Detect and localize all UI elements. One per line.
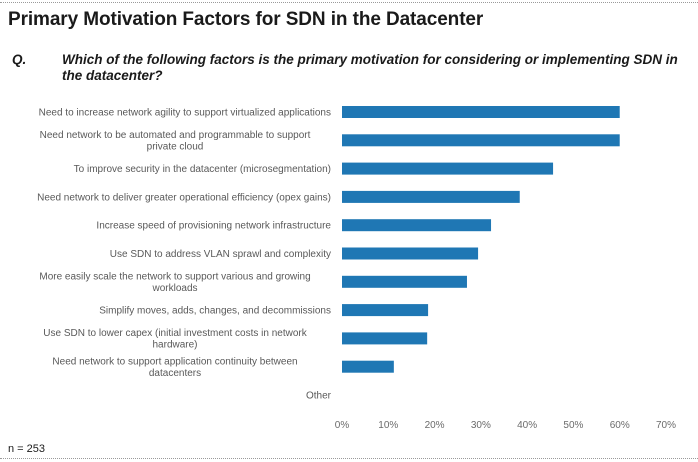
top-divider xyxy=(0,2,698,3)
category-label: Need to increase network agility to supp… xyxy=(39,108,331,119)
category-label-line: Other xyxy=(306,391,332,402)
category-label-line: Simplify moves, adds, changes, and decom… xyxy=(99,306,331,317)
bar xyxy=(342,162,554,175)
category-label-line: Need network to deliver greater operatio… xyxy=(37,192,331,203)
category-label-line: hardware) xyxy=(152,340,197,351)
x-tick-label: 60% xyxy=(610,420,630,431)
category-label: Need network to support application cont… xyxy=(52,356,297,379)
category-label: Need network to deliver greater operatio… xyxy=(37,192,331,203)
category-label: To improve security in the datacenter (m… xyxy=(74,164,331,175)
x-tick-label: 10% xyxy=(378,420,398,431)
category-label: Increase speed of provisioning network i… xyxy=(96,221,331,232)
category-label-line: To improve security in the datacenter (m… xyxy=(74,164,331,175)
bar xyxy=(342,332,428,345)
category-label: Use SDN to lower capex (initial investme… xyxy=(43,328,307,351)
x-tick-label: 0% xyxy=(335,420,350,431)
x-tick-label: 50% xyxy=(563,420,583,431)
x-tick-label: 20% xyxy=(425,420,445,431)
category-label-line: Need to increase network agility to supp… xyxy=(39,108,331,119)
bar xyxy=(342,134,620,147)
x-tick-label: 70% xyxy=(656,420,676,431)
bottom-divider xyxy=(0,458,698,459)
category-label: Use SDN to address VLAN sprawl and compl… xyxy=(110,249,331,260)
category-labels: Need to increase network agility to supp… xyxy=(37,108,332,402)
question-text: Which of the following factors is the pr… xyxy=(62,52,678,83)
bar xyxy=(342,219,492,232)
bar-chart: Need to increase network agility to supp… xyxy=(37,106,676,431)
bar xyxy=(342,247,479,260)
bar xyxy=(342,275,467,288)
category-label: Need network to be automated and program… xyxy=(40,130,311,153)
category-label: Other xyxy=(306,391,332,402)
sample-size-note: n = 253 xyxy=(8,443,46,455)
category-label-line: Use SDN to lower capex (initial investme… xyxy=(43,328,307,339)
x-tick-label: 40% xyxy=(517,420,537,431)
category-label-line: More easily scale the network to support… xyxy=(39,272,310,283)
x-axis-ticks: 0% 10% 20% 30% 40% 50% 60% 70% xyxy=(335,420,676,431)
category-label-line: workloads xyxy=(151,283,197,294)
bar xyxy=(342,106,620,118)
category-label-line: Increase speed of provisioning network i… xyxy=(96,221,331,232)
bar xyxy=(342,190,520,203)
bars xyxy=(342,106,620,373)
bar xyxy=(342,360,394,373)
category-label-line: datacenters xyxy=(149,368,201,379)
x-tick-label: 30% xyxy=(471,420,491,431)
category-label-line: Need network to be automated and program… xyxy=(40,130,311,141)
category-label-line: private cloud xyxy=(147,142,204,153)
page-title: Primary Motivation Factors for SDN in th… xyxy=(8,9,484,30)
category-label: Simplify moves, adds, changes, and decom… xyxy=(99,306,331,317)
category-label-line: Use SDN to address VLAN sprawl and compl… xyxy=(110,249,331,260)
question-label: Q. xyxy=(12,52,27,67)
bar xyxy=(342,304,429,317)
category-label-line: Need network to support application cont… xyxy=(52,356,297,367)
category-label: More easily scale the network to support… xyxy=(39,272,310,295)
